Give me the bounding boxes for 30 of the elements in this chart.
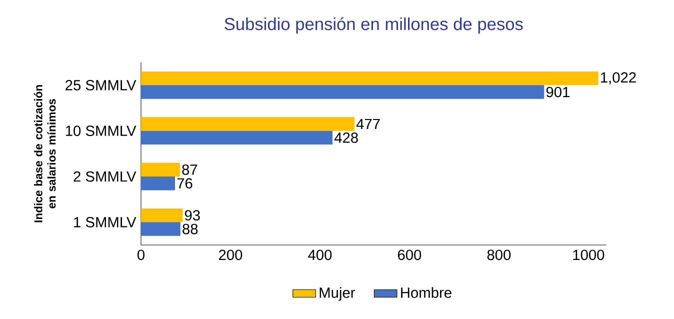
legend-label: Mujer xyxy=(320,287,356,301)
data-label: 428 xyxy=(334,132,358,143)
data-label: 88 xyxy=(182,224,198,234)
y-tick-label: 10 SMMLV xyxy=(66,126,136,136)
bar xyxy=(141,117,354,131)
bar xyxy=(141,71,598,86)
y-axis-title: Indice base de cotización en salarios mínimos xyxy=(34,85,56,222)
bar xyxy=(141,176,176,190)
y-tick-label: 2 SMMLV xyxy=(74,171,136,182)
data-label: 76 xyxy=(177,178,192,189)
chart-title: Subsidio pensión en millones de pesos xyxy=(224,17,523,34)
data-label: 901 xyxy=(546,86,570,98)
data-label: 1,022 xyxy=(600,72,636,84)
bar xyxy=(141,85,544,99)
x-tick-label: 200 xyxy=(218,250,242,260)
bar xyxy=(141,208,183,222)
legend-label: Hombre xyxy=(401,287,452,298)
bar xyxy=(141,222,180,236)
data-label: 87 xyxy=(182,164,198,175)
x-tick-label: 0 xyxy=(137,250,144,260)
x-tick-label: 400 xyxy=(308,250,332,260)
y-tick-label: 1 SMMLV xyxy=(74,216,136,228)
y-tick-label: 25 SMMLV xyxy=(66,80,136,90)
x-tick-label: 800 xyxy=(487,250,511,260)
x-tick-label: 1000 xyxy=(573,250,604,260)
bar xyxy=(141,130,333,145)
bar xyxy=(141,162,180,176)
data-label: 477 xyxy=(356,118,380,130)
data-label: 93 xyxy=(184,210,200,221)
x-tick-label: 600 xyxy=(398,250,422,260)
